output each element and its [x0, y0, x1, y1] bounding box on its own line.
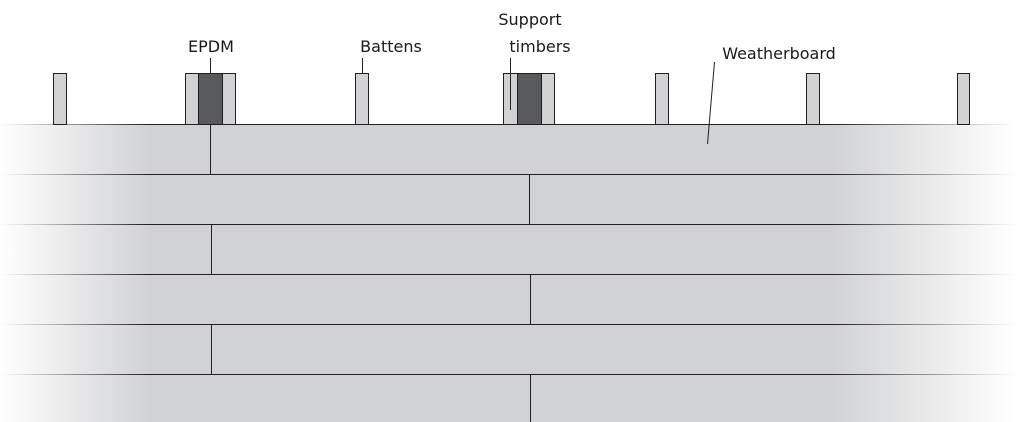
fade-left — [0, 120, 150, 422]
fade-right — [830, 120, 1016, 422]
support-timbers — [198, 73, 542, 125]
batten — [53, 73, 67, 125]
label-epdm: EPDM — [188, 37, 234, 56]
epdm-strips — [198, 73, 542, 125]
label-support-line1: Support — [498, 10, 561, 29]
batten — [806, 73, 820, 125]
batten — [957, 73, 970, 125]
batten — [355, 73, 369, 125]
label-battens: Battens — [360, 37, 422, 56]
epdm-strip — [198, 73, 223, 125]
label-weatherboard: Weatherboard — [722, 44, 836, 63]
batten — [655, 73, 669, 125]
leader-lines — [210, 58, 715, 145]
leader-weatherboard — [707, 61, 715, 145]
board-joints — [210, 125, 531, 422]
epdm-strip — [517, 73, 542, 125]
battens — [53, 73, 970, 125]
label-support-line2: timbers — [509, 37, 570, 56]
